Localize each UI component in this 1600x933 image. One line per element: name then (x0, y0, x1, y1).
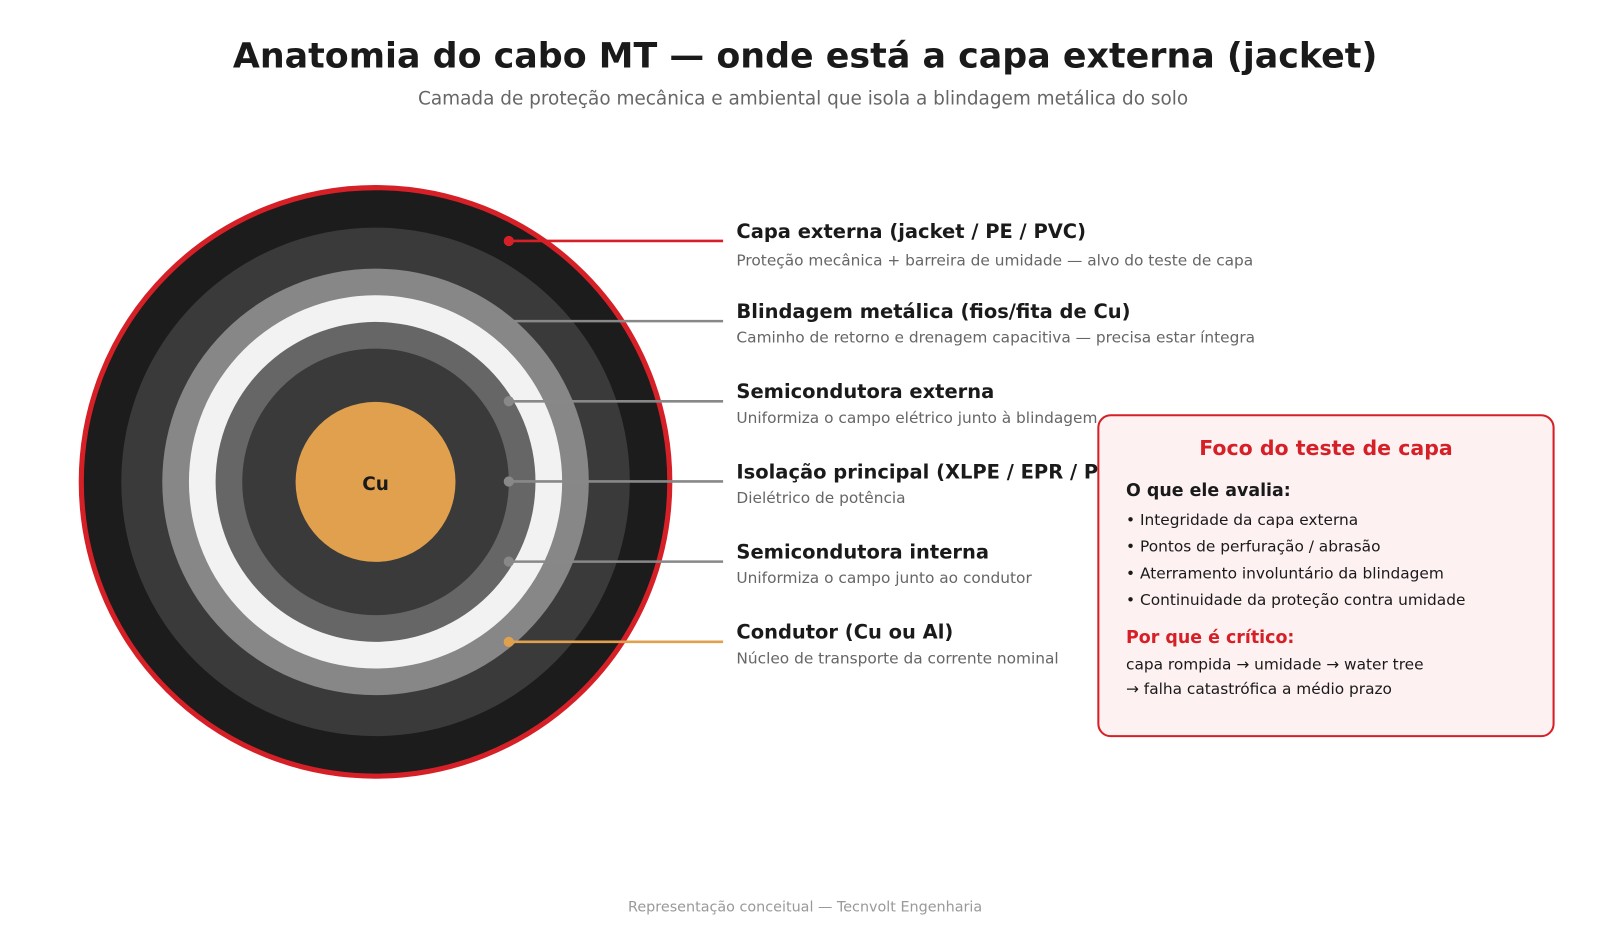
layer-name: Semicondutora interna (736, 541, 989, 564)
conductor-label: Cu (362, 474, 389, 495)
evaluates-heading: O que ele avalia: (1126, 481, 1291, 501)
footer: Representação conceitual — Tecnvolt Enge… (628, 899, 982, 915)
critical-line: → falha catastrófica a médio prazo (1126, 680, 1392, 698)
leader-dot (503, 235, 514, 247)
leader-dot (503, 636, 514, 647)
conductor (295, 401, 456, 562)
critical-heading: Por que é crítico: (1126, 628, 1294, 648)
layer-description: Uniformiza o campo junto ao condutor (736, 569, 1032, 587)
focus-box: Foco do teste de capa O que ele avalia: … (1097, 414, 1555, 738)
layer-name: Capa externa (jacket / PE / PVC) (736, 220, 1086, 243)
evaluates-item: • Aterramento involuntário da blindagem (1126, 564, 1444, 582)
layer-labels: Capa externa (jacket / PE / PVC) Proteção… (503, 220, 1255, 667)
layer-name: Blindagem metálica (fios/fita de Cu) (736, 300, 1130, 323)
evaluates-item: • Continuidade da proteção contra umidad… (1126, 591, 1465, 609)
subtitle: Camada de proteção mecânica e ambiental … (418, 89, 1188, 110)
critical-line: capa rompida → umidade → water tree (1126, 656, 1424, 674)
focus-box-frame (1097, 414, 1555, 738)
title: Anatomia do cabo MT — onde está a capa e… (233, 37, 1378, 77)
layer-description: Proteção mecânica + barreira de umidade … (736, 252, 1253, 270)
evaluates-item: • Integridade da capa externa (1126, 511, 1358, 529)
evaluates-item: • Pontos de perfuração / abrasão (1126, 538, 1380, 556)
layer-description: Uniformiza o campo elétrico junto à blin… (736, 409, 1097, 427)
leader-dot (503, 396, 514, 407)
layer-name: Isolação principal (XLPE / EPR / PE) (736, 460, 1120, 483)
cable-cross-section: Cu (78, 185, 673, 779)
leader-dot (503, 556, 514, 567)
layer-name: Semicondutora externa (736, 380, 994, 403)
layer-description: Núcleo de transporte da corrente nominal (736, 649, 1058, 667)
focus-title: Foco do teste de capa (1199, 436, 1452, 460)
layer-description: Caminho de retorno e drenagem capacitiva… (736, 329, 1255, 347)
layer-name: Condutor (Cu ou Al) (736, 621, 953, 644)
leader-dot (503, 476, 514, 487)
layer-description: Dielétrico de potência (736, 489, 905, 507)
